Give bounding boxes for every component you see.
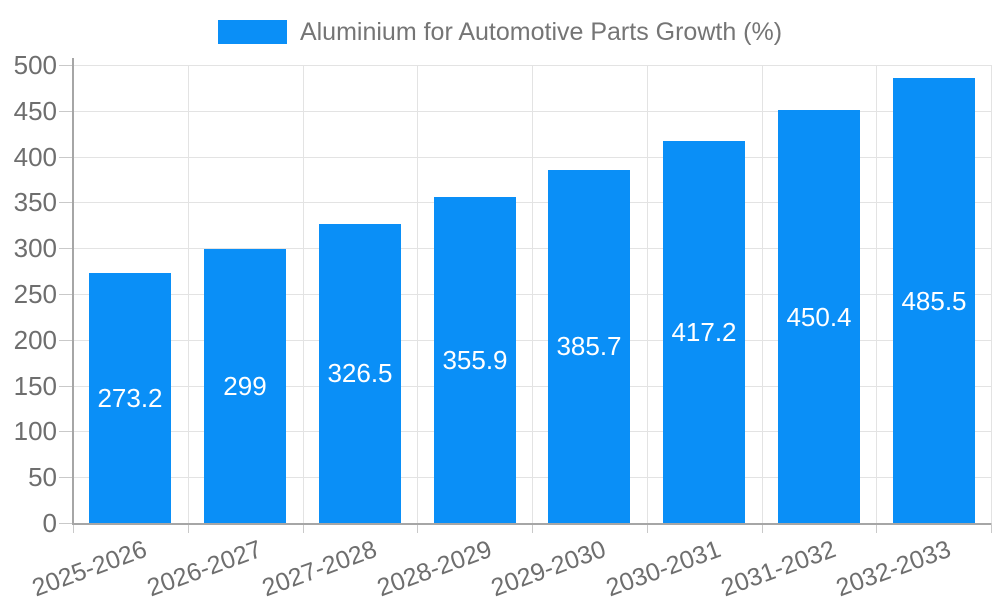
x-gridline xyxy=(647,65,648,523)
y-tick-mark xyxy=(59,477,73,478)
x-tick-label-text: 2030-2031 xyxy=(602,535,725,600)
bar xyxy=(663,141,745,523)
y-tick-label: 0 xyxy=(42,508,57,538)
x-tick-label-text: 2029-2030 xyxy=(487,535,610,600)
bar-value-label: 273.2 xyxy=(97,383,163,413)
bar xyxy=(893,78,975,523)
bar-value-label: 299 xyxy=(223,371,267,401)
x-tick-mark xyxy=(647,523,648,533)
y-tick-label: 50 xyxy=(28,462,57,492)
x-tick-mark xyxy=(532,523,533,533)
y-axis-line xyxy=(72,58,74,523)
x-gridline xyxy=(876,65,877,523)
y-tick-label: 300 xyxy=(13,233,57,263)
y-tick-label: 150 xyxy=(13,371,57,401)
x-tick-mark xyxy=(73,523,74,533)
y-tick-mark xyxy=(59,523,73,524)
x-tick-mark xyxy=(188,523,189,533)
x-tick-label-text: 2025-2026 xyxy=(28,535,151,600)
y-tick-label: 500 xyxy=(13,50,57,80)
x-tick-label-text: 2026-2027 xyxy=(143,535,266,600)
bar-value-label: 355.9 xyxy=(442,345,508,375)
legend: Aluminium for Automotive Parts Growth (%… xyxy=(0,16,1000,48)
x-tick-mark xyxy=(417,523,418,533)
y-tick-label: 250 xyxy=(13,279,57,309)
x-gridline xyxy=(532,65,533,523)
x-gridline xyxy=(762,65,763,523)
y-tick-label: 200 xyxy=(13,325,57,355)
y-tick-mark xyxy=(59,202,73,203)
bar xyxy=(434,197,516,523)
x-tick-mark xyxy=(762,523,763,533)
x-tick-label-text: 2028-2029 xyxy=(373,535,496,600)
x-tick-label-text: 2027-2028 xyxy=(258,535,381,600)
x-gridline xyxy=(991,65,992,523)
y-tick-mark xyxy=(59,248,73,249)
bar-value-label: 326.5 xyxy=(327,358,393,388)
legend-label: Aluminium for Automotive Parts Growth (%… xyxy=(299,18,783,46)
y-tick-mark xyxy=(59,340,73,341)
bar-value-label: 385.7 xyxy=(556,331,622,361)
y-tick-mark xyxy=(59,111,73,112)
x-tick-mark xyxy=(991,523,992,533)
bar xyxy=(778,110,860,523)
x-axis-line xyxy=(72,523,991,525)
bar-value-label: 450.4 xyxy=(786,302,852,332)
x-gridline xyxy=(417,65,418,523)
y-tick-mark xyxy=(59,386,73,387)
x-gridline xyxy=(303,65,304,523)
legend-swatch xyxy=(217,20,287,44)
x-tick-mark xyxy=(303,523,304,533)
x-tick-mark xyxy=(876,523,877,533)
y-tick-mark xyxy=(59,431,73,432)
y-tick-label: 100 xyxy=(13,416,57,446)
bar xyxy=(548,170,630,523)
bar xyxy=(204,249,286,523)
x-gridline xyxy=(188,65,189,523)
y-tick-label: 400 xyxy=(13,142,57,172)
x-tick-label-text: 2032-2033 xyxy=(832,535,955,600)
y-tick-mark xyxy=(59,157,73,158)
bar-value-label: 485.5 xyxy=(901,286,967,316)
y-tick-label: 350 xyxy=(13,187,57,217)
y-tick-mark xyxy=(59,294,73,295)
y-tick-mark xyxy=(59,65,73,66)
bar xyxy=(89,273,171,523)
x-tick-label-text: 2031-2032 xyxy=(717,535,840,600)
bar-value-label: 417.2 xyxy=(671,317,737,347)
bar xyxy=(319,224,401,523)
y-tick-label: 450 xyxy=(13,96,57,126)
